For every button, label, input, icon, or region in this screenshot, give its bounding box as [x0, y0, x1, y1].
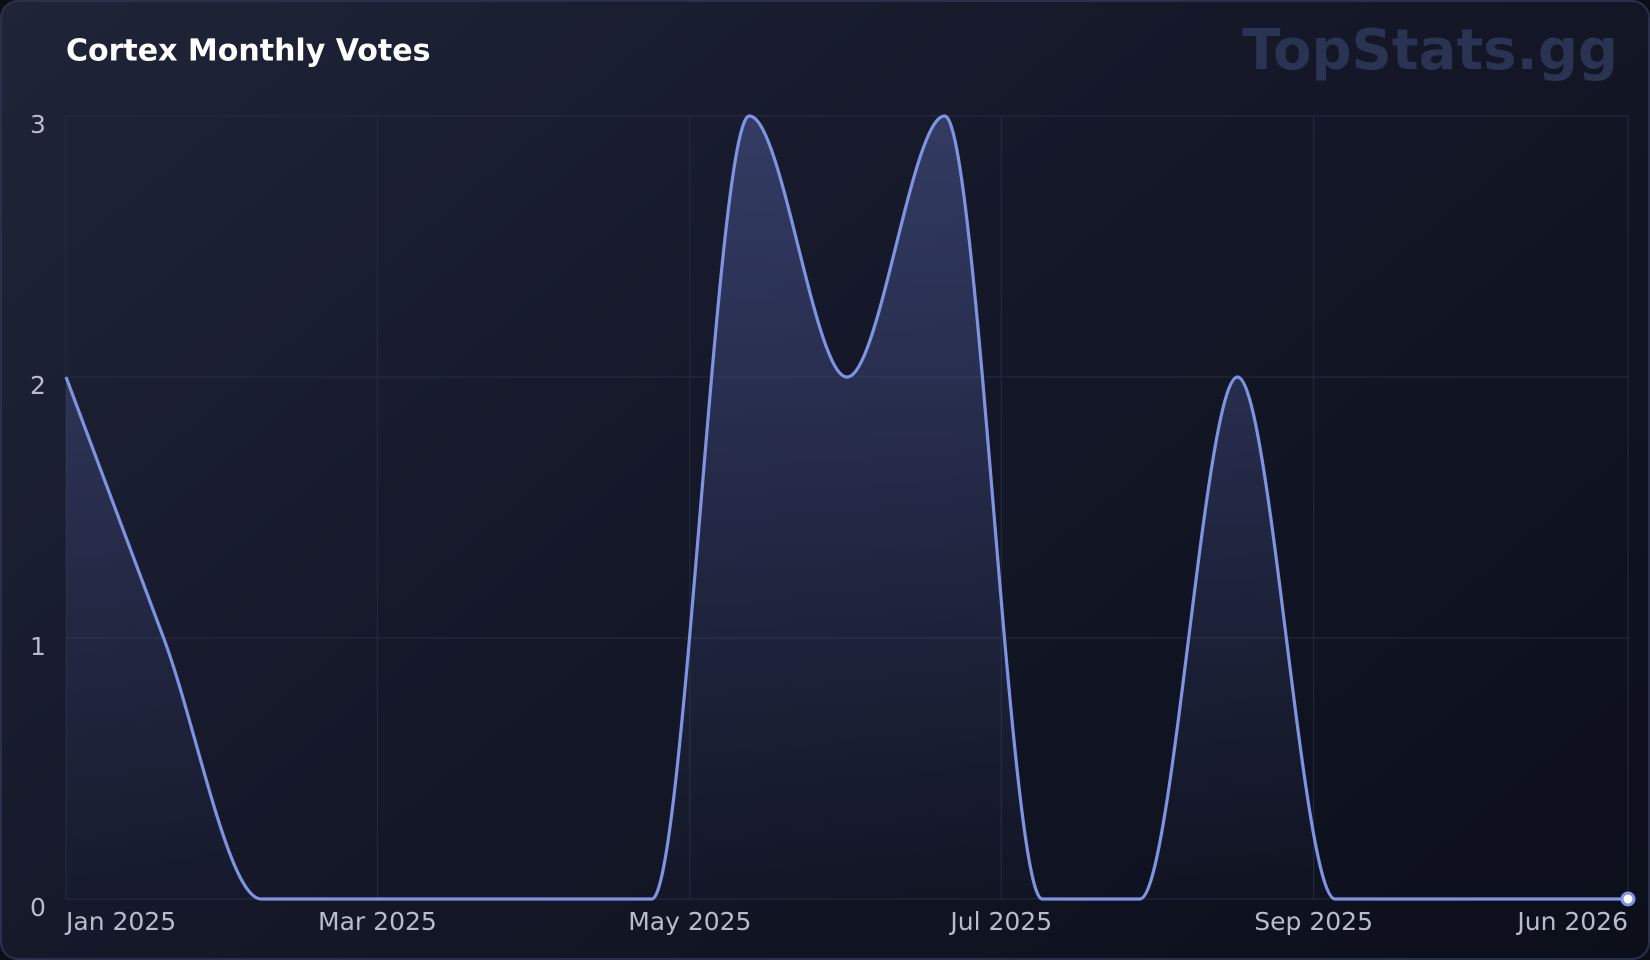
x-tick-label: Jan 2025 — [64, 907, 176, 936]
y-tick-label: 1 — [30, 632, 46, 661]
x-tick-label: May 2025 — [628, 907, 751, 936]
line — [64, 114, 1628, 901]
y-tick-label: 3 — [30, 110, 46, 139]
x-tick-label: Mar 2025 — [318, 907, 437, 936]
x-tick-label: Jul 2025 — [948, 907, 1052, 936]
x-tick-label: Jun 2026 — [1515, 907, 1628, 936]
last-point — [1620, 891, 1636, 907]
chart-title: Cortex Monthly Votes — [66, 34, 430, 69]
line-area — [66, 116, 1628, 899]
y-tick-label: 0 — [30, 893, 46, 922]
y-tick-label: 2 — [30, 371, 46, 400]
x-tick-label: Sep 2025 — [1254, 907, 1373, 936]
watermark: TopStats.gg — [1242, 18, 1618, 83]
